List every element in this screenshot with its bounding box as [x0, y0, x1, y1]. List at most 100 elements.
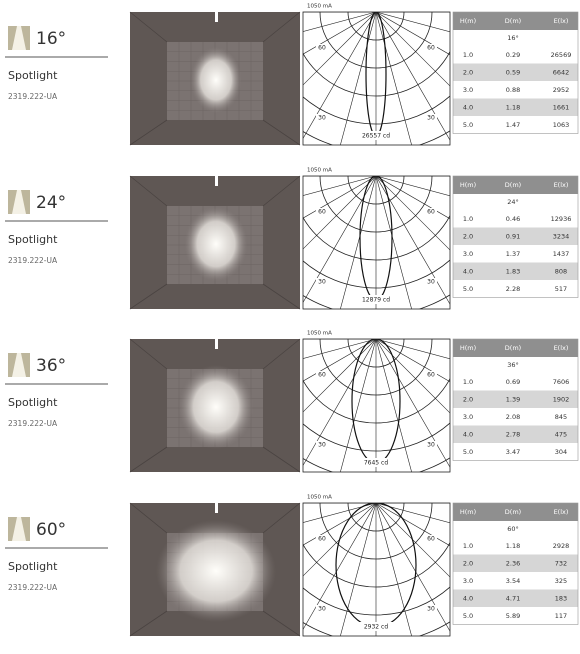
polar-ray: [340, 12, 377, 145]
polar-angle: 60: [318, 208, 326, 215]
label-bg: [316, 604, 328, 613]
polar-ray: [375, 12, 450, 33]
table-cell: 6642: [553, 69, 570, 77]
table-header: [453, 339, 578, 357]
table-cell: 117: [555, 612, 567, 620]
table-cell: 0.91: [506, 232, 520, 240]
polar-ray: [303, 502, 377, 576]
table-row: [453, 554, 578, 572]
table-beam: 60°: [507, 525, 519, 533]
edge: [129, 338, 168, 370]
polar-angle: 30: [318, 605, 326, 612]
polar-ray: [375, 502, 450, 523]
product-block: 60° Spotlight 2319.222-UA 1050 mA 60 60 30 30 29…: [5, 494, 579, 636]
table-cell: 2952: [553, 86, 570, 94]
table-cell: 2.0: [463, 559, 473, 567]
intensity: 2932 cd: [364, 623, 388, 630]
table-cell: 1.37: [506, 250, 520, 258]
product-code: 2319.222-UA: [8, 419, 58, 428]
polar-angle: 30: [427, 442, 435, 449]
label-bg: [425, 534, 437, 543]
table-cell: 1.83: [506, 267, 520, 275]
lamp: [215, 502, 218, 513]
table-header-cell: E(lx): [554, 17, 569, 25]
table-row: [453, 227, 578, 245]
table-cell: 26569: [551, 51, 572, 59]
polar-angle: 30: [318, 115, 326, 122]
polar-ray: [303, 12, 377, 32]
table-row: [453, 209, 578, 227]
table-cell: 1.0: [463, 542, 473, 550]
lamp: [215, 339, 218, 349]
table-header-cell: H(m): [460, 508, 476, 516]
beam-angle: 24°: [36, 193, 66, 213]
table-cell: 1063: [553, 121, 570, 129]
table-header: [453, 502, 578, 521]
table-cell: 0.59: [506, 69, 520, 77]
polar-ray: [375, 12, 450, 87]
label-bg: [352, 294, 400, 304]
table-cell: 304: [555, 448, 567, 456]
edge: [262, 446, 301, 473]
light-spot: [178, 365, 254, 449]
table-beam: 24°: [507, 198, 519, 206]
table-frame: [452, 502, 579, 625]
lamp: [215, 12, 218, 22]
polar-ray: [375, 339, 450, 468]
table-cell: 1902: [553, 396, 570, 404]
icon-beam: [12, 516, 26, 541]
table-header-cell: H(m): [460, 181, 476, 189]
table-cell: 2928: [553, 542, 570, 550]
label-bg: [316, 44, 328, 52]
table-row: [453, 571, 578, 589]
edge: [262, 11, 301, 43]
polar-frame: [302, 175, 451, 309]
table-cell: 2.36: [506, 559, 520, 567]
polar-ray: [375, 339, 450, 360]
table-row: [453, 116, 578, 134]
table-row: [453, 244, 578, 262]
polar-ray: [375, 12, 450, 141]
label-bg: [425, 604, 437, 613]
table-cell: 1.18: [506, 542, 520, 550]
beam-angle: 60°: [36, 520, 66, 540]
table-cell: 4.0: [463, 267, 473, 275]
polar-angle: 30: [318, 442, 326, 449]
polar-ray: [375, 175, 450, 196]
table-cell: 3.47: [506, 448, 520, 456]
table-cell: 1437: [553, 250, 570, 258]
edge: [129, 119, 168, 146]
table-cell: 5.0: [463, 285, 473, 293]
table-header-cell: E(lx): [554, 508, 569, 516]
table-cell: 4.71: [506, 594, 520, 602]
table-row: [453, 81, 578, 99]
polar-ray: [340, 175, 377, 309]
polar-ray: [375, 175, 412, 309]
polar-ray: [303, 339, 377, 413]
polar-ray: [303, 175, 377, 196]
beam-angle: 16°: [36, 29, 66, 49]
light-spot: [156, 519, 276, 622]
table-row: [453, 408, 578, 426]
table-row: [453, 443, 578, 461]
edge: [129, 502, 168, 533]
polar-frame: [302, 502, 451, 636]
polar-frame: [302, 11, 451, 146]
table-cell: 475: [555, 431, 567, 439]
table-cell: 1.0: [463, 215, 473, 223]
current: 1050 mA: [307, 331, 332, 337]
label-bg: [425, 277, 437, 286]
lamp: [215, 175, 218, 186]
table-cell: 0.29: [506, 51, 520, 59]
table-cell: 808: [555, 267, 567, 275]
table-row: [453, 279, 578, 297]
current: 1050 mA: [307, 494, 332, 500]
table-header-cell: H(m): [460, 17, 476, 25]
label-bg: [316, 534, 328, 543]
polar-angle: 60: [427, 535, 435, 542]
light-spot: [190, 47, 242, 113]
label-bg: [352, 131, 400, 140]
table-row: [453, 606, 578, 624]
table-row: [453, 98, 578, 116]
